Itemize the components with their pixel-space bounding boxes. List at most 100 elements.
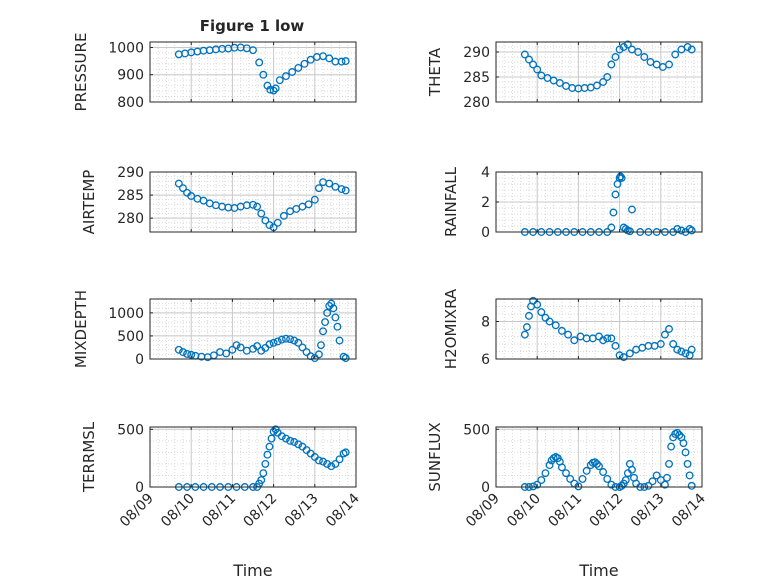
data-point	[685, 471, 694, 480]
data-point	[249, 200, 257, 209]
subplot-4: 0 2 4 RAINFALL	[442, 165, 703, 241]
data-point	[603, 474, 612, 483]
data-point	[304, 200, 313, 209]
data-point	[199, 196, 208, 205]
data-point	[551, 321, 560, 330]
data-point	[282, 434, 290, 443]
data-point	[300, 59, 309, 68]
data-point	[665, 325, 673, 333]
data-point	[595, 462, 603, 471]
data-point	[687, 226, 696, 235]
axes-box	[495, 426, 703, 488]
data-point	[266, 85, 275, 94]
data-point	[570, 336, 579, 345]
data-point	[253, 202, 262, 211]
data-point	[677, 226, 686, 235]
data-point	[286, 436, 295, 445]
plot-area	[496, 427, 702, 487]
y-tick-label: 0	[135, 352, 144, 368]
data-point	[331, 459, 340, 468]
data-point	[317, 341, 325, 350]
data-point	[611, 53, 620, 61]
data-point	[222, 349, 231, 358]
data-point	[611, 190, 620, 199]
axes-box	[149, 171, 357, 233]
data-point	[179, 184, 187, 193]
data-point	[337, 185, 346, 194]
data-point	[665, 459, 673, 468]
data-point	[677, 347, 686, 356]
x-axis-label: Time	[232, 561, 272, 580]
data-point	[253, 342, 262, 351]
data-point	[533, 480, 542, 489]
data-point	[319, 327, 327, 336]
data-point	[681, 448, 690, 457]
data-point	[545, 317, 554, 326]
data-point	[599, 336, 608, 345]
y-axis-label: TERRMSL	[80, 421, 98, 493]
axes-box	[149, 426, 357, 488]
data-point	[590, 458, 599, 467]
data-point	[681, 349, 690, 358]
data-point	[663, 473, 671, 482]
data-point	[621, 476, 630, 485]
y-tick-label: 0	[481, 480, 490, 496]
y-tick-label: 285	[117, 188, 144, 204]
data-point	[314, 456, 323, 465]
data-point	[298, 343, 307, 352]
data-point	[529, 60, 538, 69]
data-point	[607, 60, 616, 69]
data-point	[611, 341, 620, 350]
data-point	[331, 313, 340, 322]
data-point	[644, 481, 653, 490]
data-point	[329, 304, 338, 313]
data-point	[325, 301, 334, 310]
y-tick-label: 1000	[108, 40, 144, 56]
data-point	[592, 459, 601, 468]
axes-box	[495, 41, 703, 103]
data-point	[671, 50, 680, 59]
data-point	[277, 432, 286, 441]
data-point	[174, 345, 183, 354]
data-point	[603, 334, 612, 343]
data-point	[341, 354, 350, 363]
data-point	[574, 482, 583, 491]
data-point	[557, 326, 566, 335]
data-point	[271, 84, 280, 93]
data-point	[279, 211, 288, 220]
data-point	[263, 450, 272, 459]
data-point	[557, 463, 566, 472]
data-point	[323, 308, 332, 317]
data-point	[306, 55, 315, 64]
data-point	[537, 308, 546, 317]
data-point	[327, 462, 336, 471]
data-point	[228, 345, 237, 354]
x-axis-label: Time	[578, 561, 618, 580]
data-point	[341, 186, 350, 195]
axes-box	[149, 298, 357, 360]
data-point	[665, 60, 673, 69]
y-tick-label: 0	[135, 480, 144, 496]
axes-box	[495, 298, 703, 360]
data-point	[294, 338, 303, 347]
data-point	[183, 349, 192, 358]
data-point	[257, 476, 266, 485]
y-tick-label: 900	[117, 68, 144, 84]
y-axis-label: AIRTEMP	[80, 170, 98, 235]
data-point	[232, 341, 241, 350]
data-point	[259, 70, 268, 79]
figure-title: Figure 1 low	[200, 17, 305, 35]
data-point	[628, 465, 636, 474]
data-point	[302, 348, 311, 357]
data-point	[341, 448, 350, 457]
data-point	[267, 434, 276, 443]
data-point	[566, 474, 575, 483]
data-point	[273, 337, 282, 346]
y-axis-label: THETA	[426, 47, 444, 97]
data-point	[525, 55, 533, 64]
data-point	[286, 335, 295, 344]
data-point	[599, 78, 608, 86]
data-point	[290, 438, 299, 446]
data-point	[306, 352, 315, 361]
